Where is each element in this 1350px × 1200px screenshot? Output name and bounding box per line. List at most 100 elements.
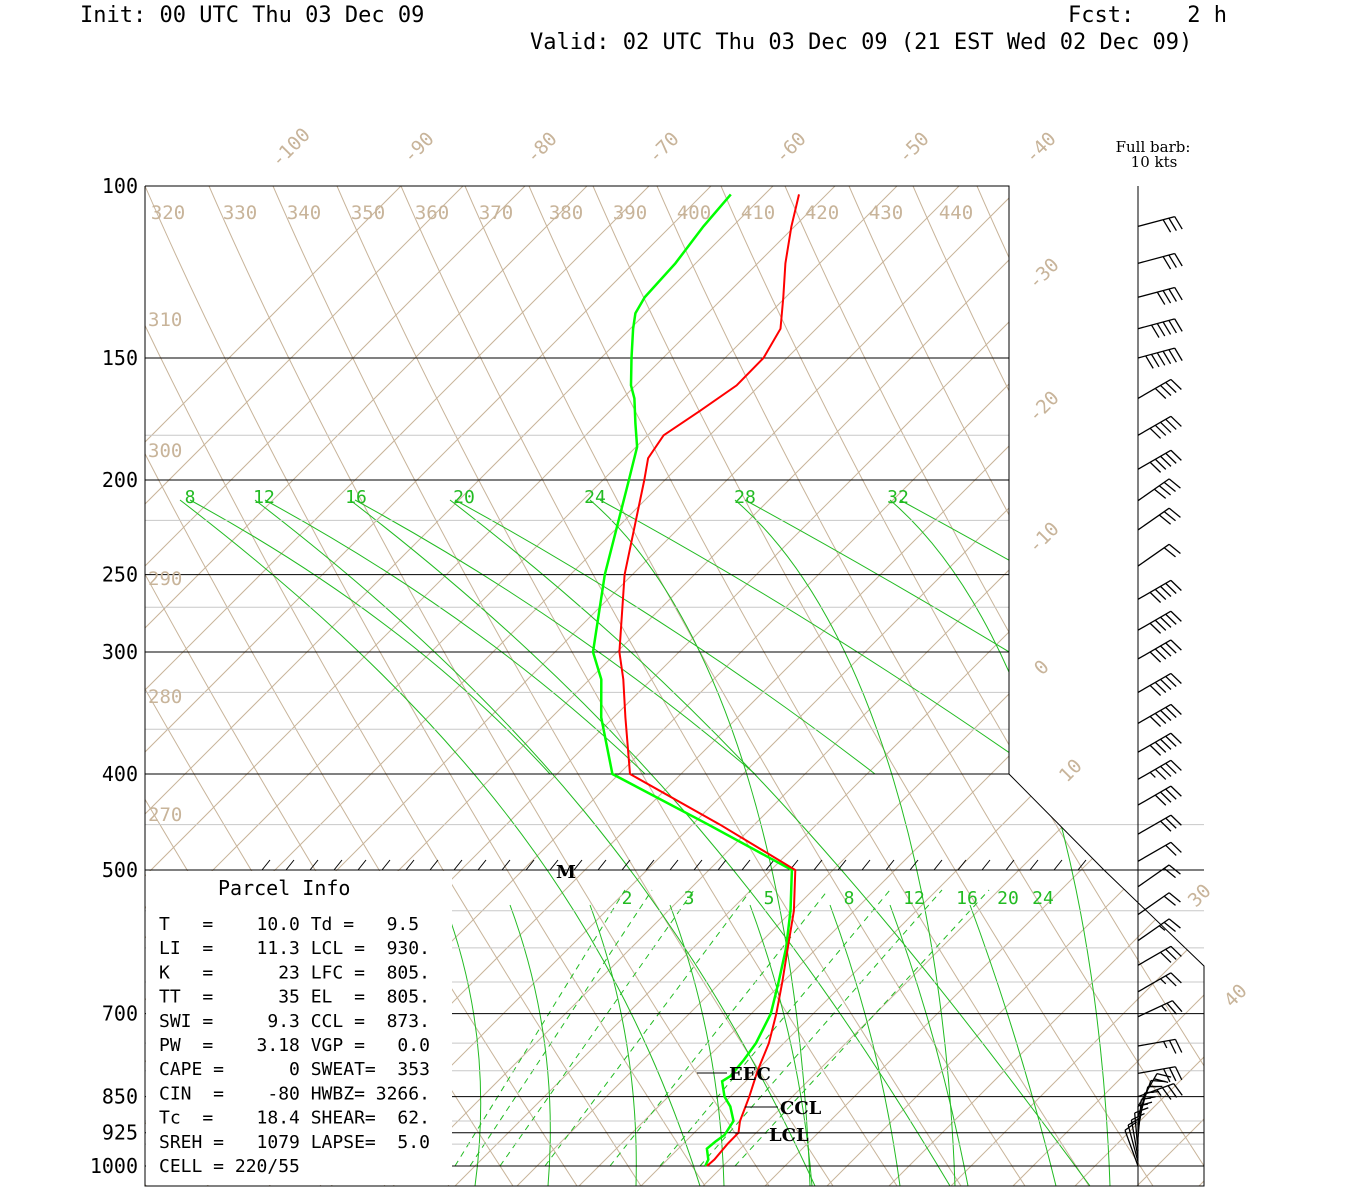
parcel-info-row: K = 23 LFC = 805. (159, 962, 430, 983)
wind-barb (1137, 703, 1182, 727)
wind-barb (1137, 945, 1182, 966)
theta-label: 330 (223, 202, 257, 224)
pressure-tick-label: 850 (102, 1085, 138, 1109)
theta-label: 300 (148, 440, 182, 462)
level-markers: EEC CCL LCL (697, 1064, 822, 1146)
mixing-ratio-lines (179, 499, 1111, 1186)
theta-label: 320 (151, 202, 185, 224)
mixing-ratio-label: 28 (734, 487, 756, 508)
isotherm-label: -60 (771, 128, 811, 168)
pressure-tick-label: 150 (102, 346, 138, 370)
barb-legend-line2: 10 kts (1131, 153, 1178, 171)
level-hatch-marks: M (261, 859, 1087, 883)
parcel-info-row: CELL = 220/55 (159, 1156, 300, 1177)
wind-barb (1137, 639, 1182, 663)
theta-label: 270 (148, 804, 182, 826)
isotherm-label: -50 (894, 128, 934, 168)
wind-barb (1137, 478, 1181, 502)
barb-legend-line1: Full barb: (1116, 138, 1191, 156)
pressure-tick-label: 700 (102, 1002, 138, 1026)
wind-barb (1130, 1112, 1145, 1158)
theta-label: 350 (351, 202, 385, 224)
wind-barb (1137, 347, 1183, 369)
theta-label: 310 (148, 309, 182, 331)
theta-label: 410 (741, 202, 775, 224)
isotherm-label: -70 (644, 128, 684, 168)
pressure-tick-label: 500 (102, 858, 138, 882)
mixing-ratio-label: 5 (764, 888, 775, 909)
wind-barb (1137, 918, 1181, 942)
parcel-info-row: LI = 11.3 LCL = 930. (159, 938, 430, 959)
mixing-ratio-label: 16 (956, 888, 978, 909)
chart-frame (144, 185, 1205, 1187)
temperature-profile (618, 194, 800, 1167)
mixing-ratio-label: 32 (887, 487, 909, 508)
mixing-ratio-label: 20 (997, 888, 1019, 909)
wind-barb (1137, 864, 1181, 888)
isotherm-label: 0 (1030, 656, 1054, 680)
theta-label: 370 (479, 202, 513, 224)
mixing-ratio-label: 8 (844, 888, 855, 909)
wind-barb (1124, 1121, 1139, 1167)
wind-barb (1137, 892, 1181, 916)
wind-barb (1137, 449, 1182, 473)
wind-barb (1137, 732, 1182, 756)
wind-barb (1137, 415, 1182, 439)
theta-label: 420 (805, 202, 839, 224)
wind-barb (1137, 1000, 1183, 1018)
parcel-info-row: CIN = -80 HWBZ= 3266. (159, 1083, 430, 1104)
theta-label: 380 (549, 202, 583, 224)
wind-barb (1137, 1101, 1153, 1145)
isotherm-label: -30 (1024, 254, 1064, 294)
parcel-info-title: Parcel Info (218, 876, 350, 900)
parcel-info-row: SREH = 1079 LAPSE= 5.0 (159, 1132, 430, 1153)
isotherm-label: -80 (522, 128, 562, 168)
theta-label: 430 (869, 202, 903, 224)
mixing-ratio-label: 12 (903, 888, 925, 909)
wind-barb (1137, 1082, 1183, 1100)
theta-label: 280 (148, 686, 182, 708)
theta-label: 360 (415, 202, 449, 224)
mixing-ratio-label: 16 (345, 487, 367, 508)
parcel-info-row: CAPE = 0 SWEAT= 353 (159, 1059, 430, 1080)
wind-barb (1137, 610, 1182, 634)
isotherm-label: 30 (1184, 880, 1216, 912)
wind-barb (1134, 1107, 1149, 1151)
wind-barb-column (1124, 186, 1183, 1186)
mixing-ratio-label: 12 (253, 487, 275, 508)
mixing-ratio-label: 2 (622, 888, 633, 909)
wind-barb (1137, 814, 1182, 835)
theta-label: 400 (677, 202, 711, 224)
valid-time-label: Valid: 02 UTC Thu 03 Dec 09 (21 EST Wed … (530, 30, 1193, 55)
level-marker-ccl: CCL (780, 1098, 822, 1119)
isotherm-label: 40 (1220, 980, 1252, 1012)
pressure-tick-label: 1000 (90, 1154, 138, 1178)
pressure-tick-label: 200 (102, 468, 138, 492)
sounding-profiles (591, 193, 800, 1167)
dewpoint-profile (591, 193, 794, 1167)
mixing-ratio-label: 24 (1032, 888, 1054, 909)
parcel-info-row: T = 10.0 Td = 9.5 (159, 914, 419, 935)
pressure-tick-label: 100 (102, 174, 138, 198)
mixing-ratio-label: 3 (684, 888, 695, 909)
init-time-label: Init: 00 UTC Thu 03 Dec 09 (80, 3, 425, 28)
parcel-info-row: TT = 35 EL = 805. (159, 987, 430, 1008)
level-marker-eec: EEC (729, 1064, 771, 1085)
wind-barb (1137, 972, 1182, 993)
wind-barb (1137, 215, 1183, 233)
marker-m: M (556, 862, 576, 883)
pressure-tick-label: 925 (102, 1121, 138, 1145)
parcel-info-row: PW = 3.18 VGP = 0.0 (159, 1035, 430, 1056)
wind-barb (1137, 1038, 1183, 1054)
mixing-ratio-label: 20 (453, 487, 475, 508)
pressure-tick-label: 400 (102, 762, 138, 786)
wind-barb (1137, 507, 1181, 531)
parcel-info-box: Parcel Info T = 10.0 Td = 9.5 LI = 11.3 LC… (146, 871, 452, 1185)
wind-barb (1137, 759, 1182, 780)
mixing-ratio-label: 8 (185, 487, 196, 508)
level-marker-lcl: LCL (769, 1125, 809, 1146)
forecast-hour-label: Fcst: 2 h (1068, 3, 1227, 28)
isotherm-label: 10 (1055, 755, 1087, 787)
pressure-tick-label: 300 (102, 640, 138, 664)
